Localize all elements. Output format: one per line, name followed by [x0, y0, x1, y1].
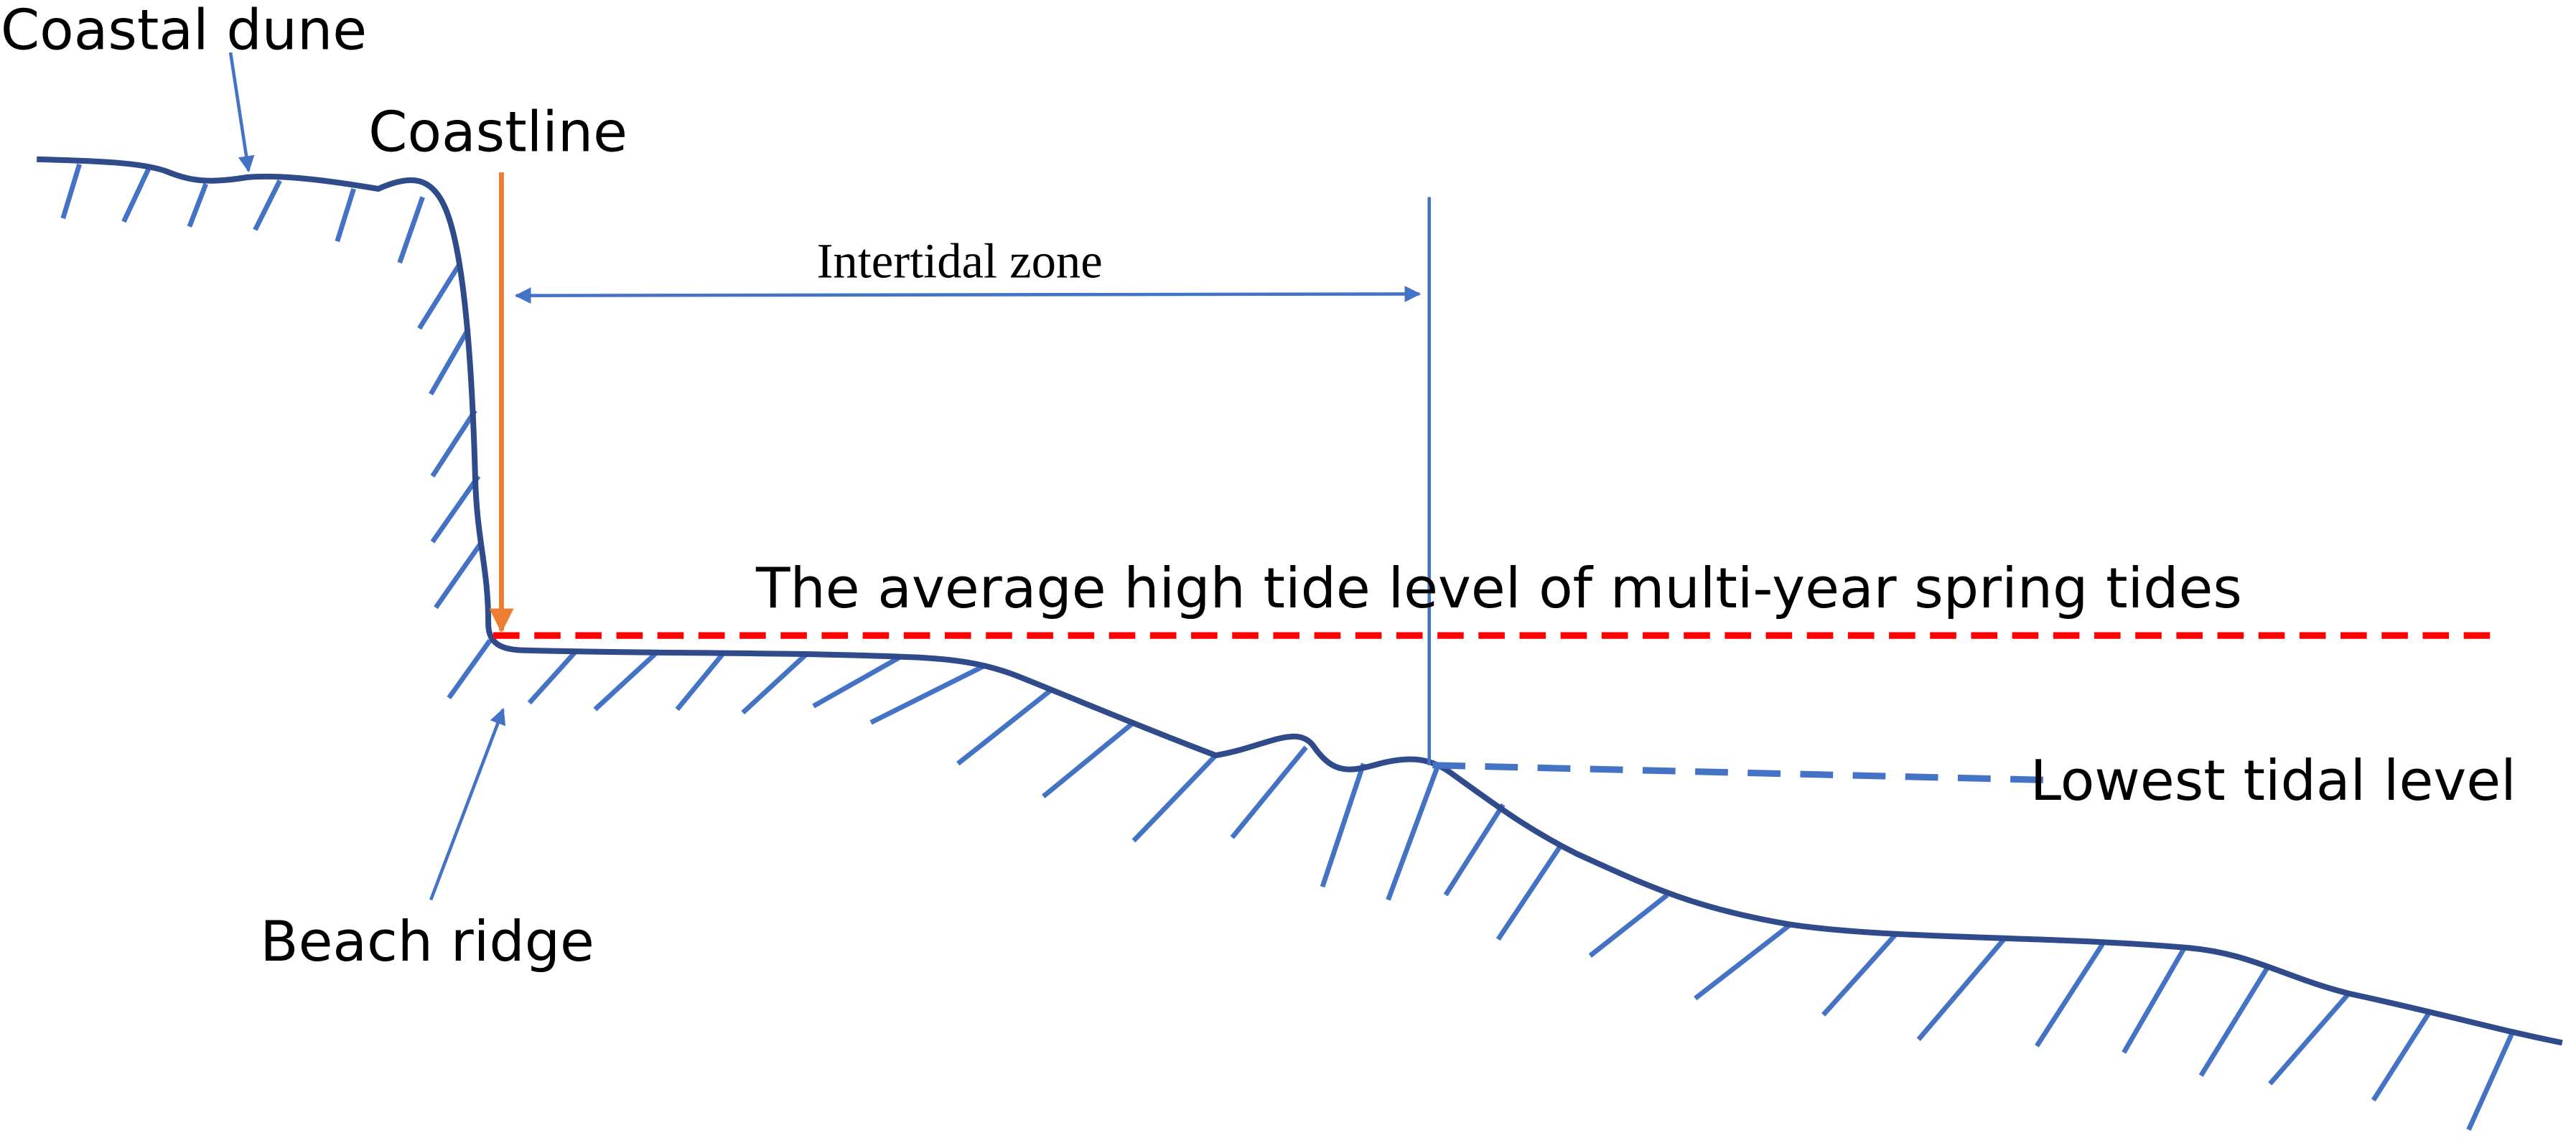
beach-ridge-pointer: [429, 707, 506, 901]
coastal-dune-label: Coastal dune: [1, 0, 367, 63]
hatching: [60, 163, 2516, 1131]
lowest-tide-label: Lowest tidal level: [2030, 749, 2516, 813]
coastline-label: Coastline: [368, 100, 627, 164]
beach-ridge-label: Beach ridge: [260, 910, 594, 974]
coastal-dune-pointer: [228, 52, 255, 173]
lowest-tide-line: [1432, 762, 2045, 783]
ground-profile: [37, 156, 2563, 1046]
intertidal-arrow: [514, 286, 1422, 304]
intertidal-zone-label: Intertidal zone: [817, 234, 1103, 289]
high-tide-label: The average high tide level of multi-yea…: [755, 556, 2242, 621]
